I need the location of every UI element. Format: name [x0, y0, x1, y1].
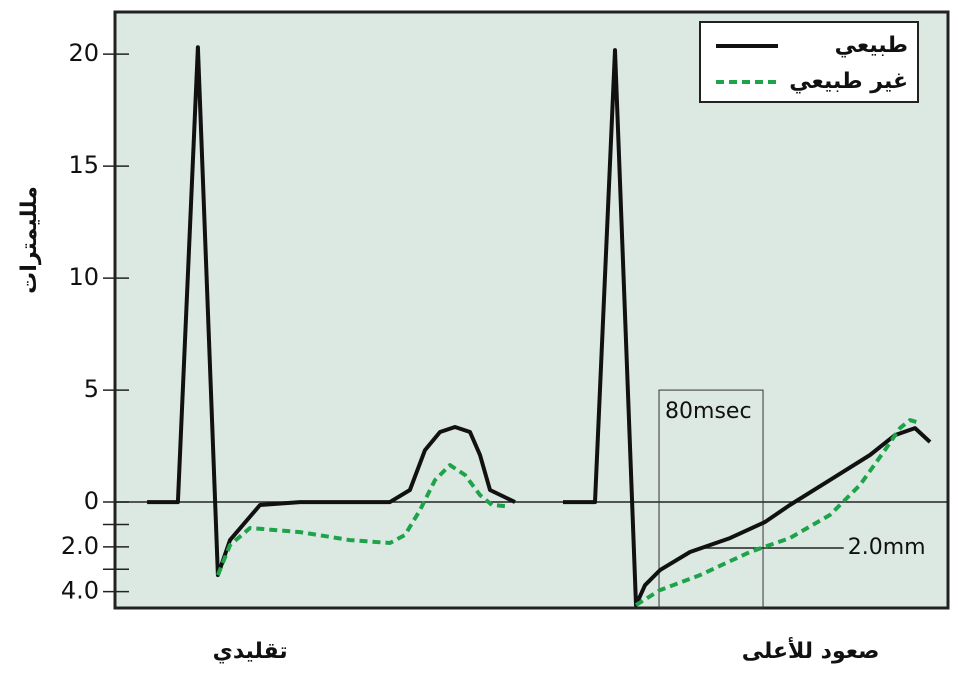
legend-label: طبيعي: [835, 33, 908, 58]
depression-label: 2.0mm: [848, 535, 926, 560]
window-label: 80msec: [665, 399, 752, 424]
y-tick-label: 2.0: [61, 532, 99, 560]
y-tick-label: 5: [84, 375, 99, 403]
legend-label: غير طبيعي: [789, 69, 908, 94]
y-tick-label: 4.0: [61, 577, 99, 605]
panel-label: تقليدي: [213, 639, 288, 664]
legend-box: [699, 21, 919, 103]
plot-area: [113, 10, 950, 610]
y-tick-label: 10: [68, 263, 99, 291]
window-box: [658, 389, 764, 609]
y-tick-label: 0: [84, 487, 99, 515]
y-tick-label: 15: [68, 151, 99, 179]
legend: طبيعي غير طبيعي: [699, 21, 919, 103]
y-tick-label: 20: [68, 39, 99, 67]
panel-label: صعود للأعلى: [742, 636, 880, 664]
y-axis-label: ملليمترات: [17, 186, 42, 294]
series-line: [147, 45, 932, 608]
series-line: [216, 418, 921, 607]
